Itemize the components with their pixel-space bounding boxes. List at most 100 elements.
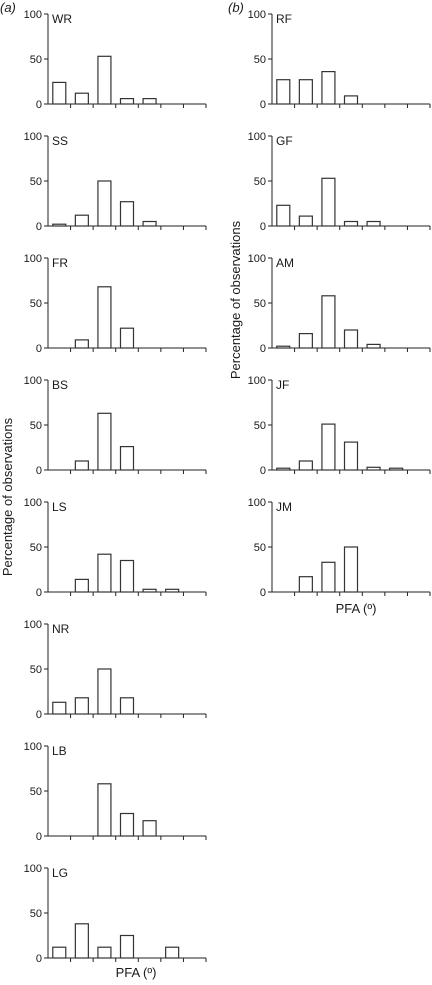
chart-panel: 0 50 100 WR — [24, 9, 207, 111]
y-tick-label: 100 — [248, 375, 266, 387]
bar — [366, 466, 381, 471]
bar — [321, 177, 336, 227]
panel-title: JF — [276, 378, 289, 392]
bar — [165, 946, 180, 959]
chart-panels: 0 50 100 WR 0 50 100 SS 0 50 100 FR 0 50 100 BS 0 50 100 LS… — [24, 9, 431, 965]
y-tick-label: 50 — [30, 786, 42, 798]
y-tick-label: 50 — [30, 664, 42, 676]
bar — [97, 668, 112, 715]
y-tick-label: 50 — [30, 298, 42, 310]
panel-title: AM — [276, 256, 294, 270]
y-tick-label: 0 — [36, 221, 42, 233]
bar — [321, 70, 336, 105]
bar — [52, 223, 67, 227]
y-tick-label: 50 — [30, 908, 42, 920]
y-tick-label: 0 — [260, 465, 266, 477]
bar — [298, 460, 313, 471]
bar — [97, 553, 112, 593]
y-tick-label: 0 — [36, 343, 42, 355]
y-tick-label: 50 — [254, 298, 266, 310]
y-axis-label-right: Percentage of observations — [228, 220, 243, 379]
bar — [74, 214, 89, 227]
bar — [119, 697, 135, 715]
chart-panel: 0 50 100 GF — [248, 131, 431, 233]
bar — [119, 934, 135, 959]
y-tick-label: 100 — [24, 131, 42, 143]
bar — [366, 220, 381, 227]
bar — [52, 81, 67, 105]
y-tick-label: 100 — [24, 9, 42, 21]
y-tick-label: 50 — [30, 542, 42, 554]
chart-panel: 0 50 100 BS — [24, 375, 207, 477]
y-tick-label: 100 — [24, 253, 42, 265]
bar — [276, 467, 291, 471]
bar — [119, 327, 135, 349]
y-tick-label: 50 — [30, 54, 42, 66]
bar — [343, 329, 359, 349]
bar — [97, 180, 112, 227]
chart-panel: 0 50 100 LB — [24, 741, 207, 843]
y-tick-label: 100 — [24, 375, 42, 387]
bar — [74, 460, 89, 471]
bar — [142, 820, 157, 837]
chart-panel: 0 50 100 NR — [24, 619, 207, 721]
chart-panel: 0 50 100 LS — [24, 497, 207, 599]
y-tick-label: 50 — [30, 420, 42, 432]
bar — [119, 812, 135, 837]
panel-title: RF — [276, 12, 292, 26]
panel-title: GF — [276, 134, 293, 148]
bar — [119, 559, 135, 593]
bar — [142, 97, 157, 105]
panel-b-label: (b) — [228, 0, 244, 15]
y-tick-label: 100 — [24, 741, 42, 753]
y-tick-label: 0 — [36, 709, 42, 721]
bar — [74, 578, 89, 593]
bar — [276, 79, 291, 105]
bar — [52, 701, 67, 715]
chart-panel: 0 50 100 SS — [24, 131, 207, 233]
y-tick-label: 0 — [260, 221, 266, 233]
bar — [321, 561, 336, 593]
panel-title: LB — [52, 744, 67, 758]
y-tick-label: 100 — [248, 9, 266, 21]
x-axis-label-left: PFA (º) — [116, 965, 157, 980]
y-tick-label: 100 — [24, 497, 42, 509]
y-tick-label: 50 — [254, 176, 266, 188]
y-tick-label: 100 — [24, 863, 42, 875]
chart-panel: 0 50 100 RF — [248, 9, 431, 111]
panel-title: FR — [52, 256, 68, 270]
bar — [74, 339, 89, 349]
y-tick-label: 0 — [36, 587, 42, 599]
panel-title: NR — [52, 622, 70, 636]
y-tick-label: 50 — [254, 54, 266, 66]
bar — [97, 286, 112, 349]
y-tick-label: 50 — [254, 542, 266, 554]
y-tick-label: 0 — [260, 99, 266, 111]
panel-title: LG — [52, 866, 68, 880]
y-tick-label: 0 — [260, 343, 266, 355]
bar — [74, 923, 89, 959]
bar — [119, 97, 135, 105]
bar — [343, 95, 359, 105]
bar — [366, 343, 381, 349]
bar — [321, 295, 336, 349]
y-tick-label: 0 — [36, 465, 42, 477]
panel-title: SS — [52, 134, 68, 148]
bar — [165, 588, 180, 593]
bar — [298, 79, 313, 105]
y-tick-label: 100 — [248, 253, 266, 265]
chart-panel: 0 50 100 AM — [248, 253, 431, 355]
bar — [97, 55, 112, 105]
bar — [298, 576, 313, 593]
x-axis-label-right: PFA (º) — [336, 601, 377, 616]
bar — [97, 783, 112, 837]
y-tick-label: 0 — [36, 831, 42, 843]
y-tick-label: 0 — [260, 587, 266, 599]
bar — [276, 204, 291, 227]
bar — [343, 441, 359, 471]
bar — [343, 220, 359, 227]
y-tick-label: 100 — [248, 497, 266, 509]
y-axis-label-left: Percentage of observations — [0, 417, 15, 576]
panel-title: WR — [52, 12, 72, 26]
bar — [119, 446, 135, 471]
